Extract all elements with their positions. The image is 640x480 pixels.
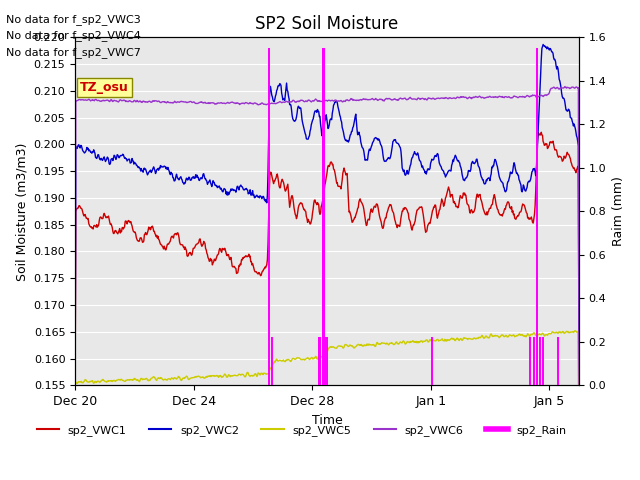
- Bar: [323, 48, 324, 385]
- Y-axis label: Soil Moisture (m3/m3): Soil Moisture (m3/m3): [15, 142, 28, 280]
- Text: No data for f_sp2_VWC7: No data for f_sp2_VWC7: [6, 47, 141, 58]
- Bar: [532, 337, 535, 385]
- Text: TZ_osu: TZ_osu: [80, 81, 129, 94]
- Bar: [325, 337, 328, 385]
- X-axis label: Time: Time: [312, 414, 342, 427]
- Bar: [541, 337, 544, 385]
- Legend: sp2_VWC1, sp2_VWC2, sp2_VWC5, sp2_VWC6, sp2_Rain: sp2_VWC1, sp2_VWC2, sp2_VWC5, sp2_VWC6, …: [33, 421, 572, 441]
- Y-axis label: Raim (mm): Raim (mm): [612, 176, 625, 246]
- Bar: [431, 337, 433, 385]
- Title: SP2 Soil Moisture: SP2 Soil Moisture: [255, 15, 399, 33]
- Text: No data for f_sp2_VWC3: No data for f_sp2_VWC3: [6, 13, 141, 24]
- Bar: [557, 337, 559, 385]
- Bar: [529, 337, 531, 385]
- Bar: [536, 48, 538, 385]
- Bar: [539, 337, 541, 385]
- Bar: [271, 337, 273, 385]
- Text: No data for f_sp2_VWC4: No data for f_sp2_VWC4: [6, 30, 141, 41]
- Bar: [319, 337, 321, 385]
- Bar: [268, 48, 271, 385]
